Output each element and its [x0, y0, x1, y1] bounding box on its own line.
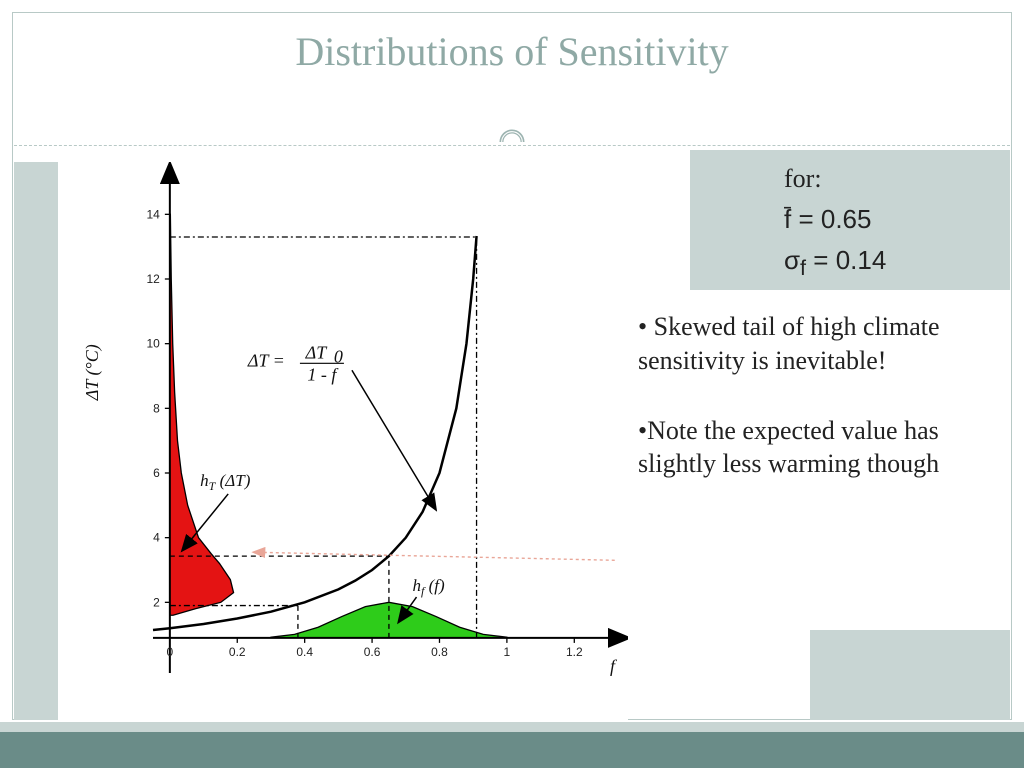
sigma-label: σf = 0.14 — [784, 245, 886, 275]
ytick-label: 2 — [153, 595, 160, 609]
y-axis-label: ΔT (°C) — [82, 344, 103, 401]
ytick-label: 10 — [146, 337, 160, 351]
ht-label-arrow — [190, 494, 228, 541]
ht-label: hT (ΔT) — [200, 471, 251, 493]
bullets: • Skewed tail of high climate sensitivit… — [638, 310, 1000, 517]
ytick-label: 4 — [153, 531, 160, 545]
bottom-bar — [0, 732, 1024, 768]
ytick-label: 8 — [153, 401, 160, 415]
formula-lhs: ΔT = — [247, 350, 285, 370]
formula-num: ΔT — [305, 342, 329, 362]
xtick-label: 1 — [504, 645, 511, 659]
formula-arrow — [352, 370, 429, 499]
bottom-bar-light — [0, 722, 1024, 732]
slide: Distributions of Sensitivity for: f̄ = 0… — [0, 0, 1024, 768]
x-axis-label: f — [610, 656, 618, 676]
for-label: for: — [784, 164, 822, 193]
ht-distribution — [170, 214, 234, 615]
xtick-label: 0 — [167, 645, 174, 659]
title-ornament-icon — [497, 122, 527, 152]
chart-container: 246810121400.20.40.60.811.2fΔT (°C)ΔT = … — [58, 162, 628, 722]
ytick-label: 12 — [146, 272, 160, 286]
ytick-label: 6 — [153, 466, 160, 480]
left-grey-strip — [14, 162, 58, 720]
xtick-label: 0.2 — [229, 645, 246, 659]
xtick-label: 1.2 — [566, 645, 583, 659]
hf-label: hf (f) — [413, 576, 445, 598]
sensitivity-chart: 246810121400.20.40.60.811.2fΔT (°C)ΔT = … — [58, 162, 628, 722]
xtick-label: 0.6 — [364, 645, 381, 659]
title-underline — [14, 145, 1010, 146]
title-area: Distributions of Sensitivity — [0, 28, 1024, 75]
xtick-label: 0.8 — [431, 645, 448, 659]
slide-title: Distributions of Sensitivity — [295, 29, 728, 74]
lower-grey-panel — [810, 630, 1010, 720]
bullet-2: •Note the expected value has slightly le… — [638, 414, 1000, 482]
bullet-1: • Skewed tail of high climate sensitivit… — [638, 310, 1000, 378]
f-mean-label: f̄ = 0.65 — [784, 204, 871, 234]
formula-den: 1 - f — [307, 364, 339, 384]
parameters-box: for: f̄ = 0.65 σf = 0.14 — [784, 158, 984, 284]
xtick-label: 0.4 — [296, 645, 313, 659]
ytick-label: 14 — [146, 207, 160, 221]
